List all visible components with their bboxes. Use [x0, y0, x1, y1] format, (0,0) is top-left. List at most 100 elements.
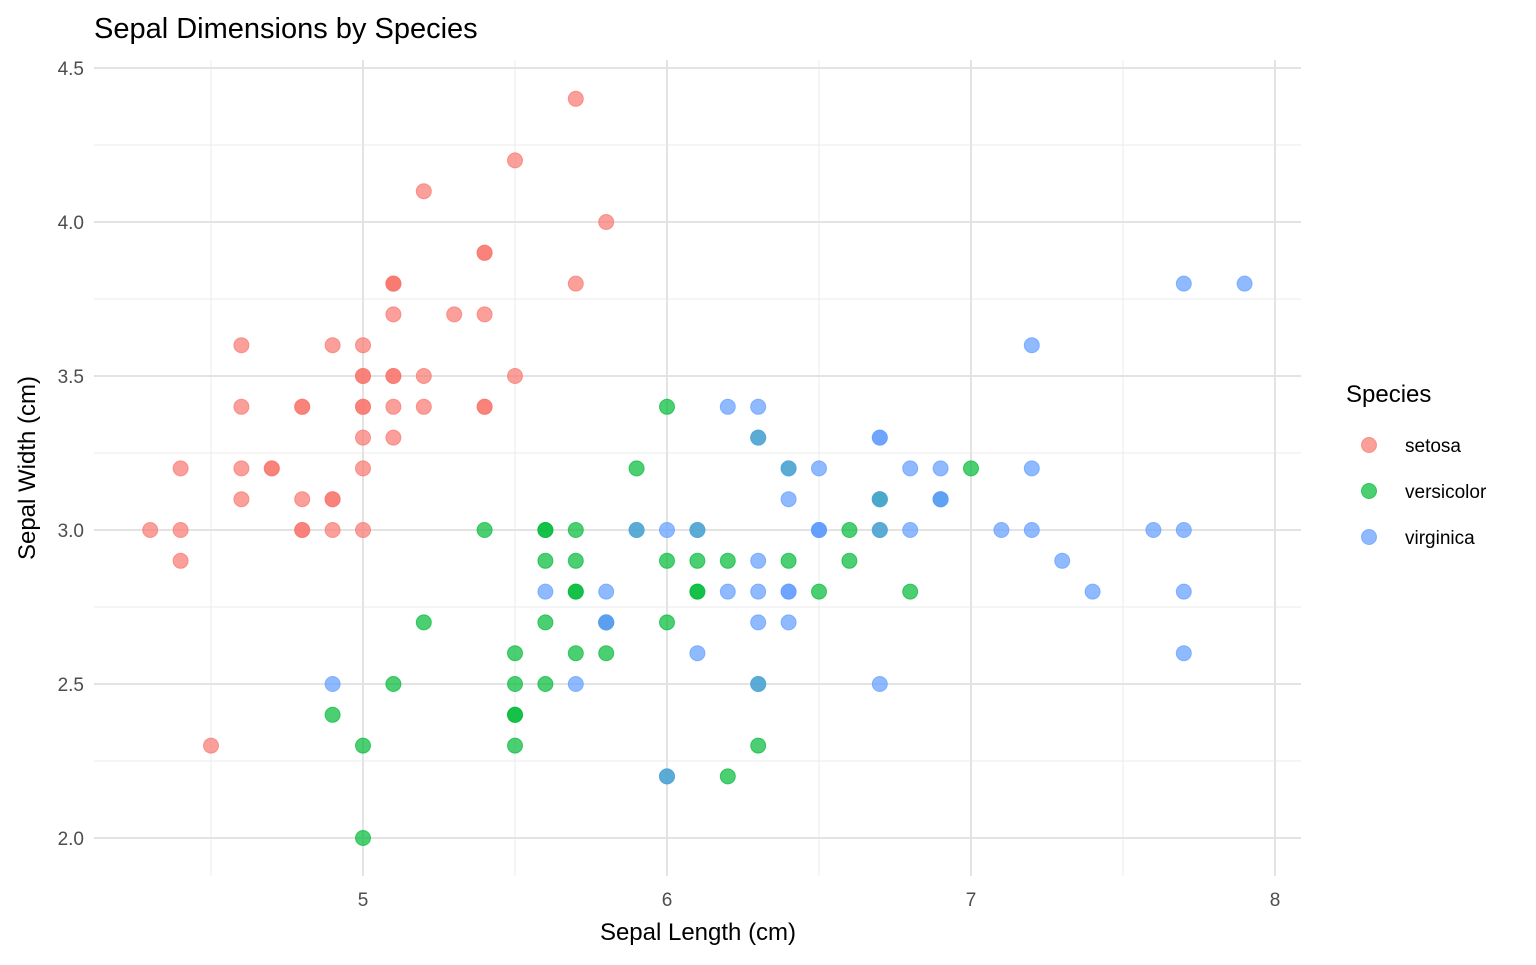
data-point-virginica	[811, 460, 827, 477]
y-tick-label: 2.0	[58, 829, 84, 850]
data-point-versicolor	[567, 645, 584, 662]
x-tick-label: 8	[1270, 890, 1281, 911]
data-point-versicolor	[324, 706, 341, 723]
legend-label-versicolor: versicolor	[1405, 482, 1487, 503]
data-point-virginica	[719, 583, 736, 600]
data-point-versicolor	[659, 614, 675, 631]
data-point-setosa	[142, 522, 159, 538]
data-point-virginica	[750, 676, 767, 692]
x-tick-label: 6	[662, 890, 673, 911]
data-point-versicolor	[719, 768, 736, 785]
data-point-setosa	[294, 398, 311, 415]
data-point-virginica	[993, 522, 1010, 538]
data-point-setosa	[507, 152, 523, 169]
data-point-virginica	[750, 552, 767, 569]
data-point-virginica	[537, 583, 554, 600]
data-point-versicolor	[567, 583, 584, 600]
x-tick-label: 7	[966, 890, 977, 911]
data-point-setosa	[172, 552, 189, 569]
legend: Species setosa versicolor virginica	[1346, 381, 1487, 549]
data-point-versicolor	[415, 614, 432, 631]
y-tick-label: 3.5	[58, 367, 84, 388]
data-point-virginica	[871, 491, 888, 508]
data-point-virginica	[780, 614, 797, 631]
data-point-virginica	[871, 522, 888, 538]
data-point-setosa	[263, 460, 280, 477]
data-point-virginica	[598, 614, 615, 631]
data-point-virginica	[628, 522, 645, 538]
data-point-setosa	[415, 183, 432, 200]
data-point-virginica	[1084, 583, 1101, 600]
data-point-virginica	[1236, 275, 1253, 292]
data-point-virginica	[750, 583, 767, 600]
data-point-virginica	[689, 645, 706, 662]
data-point-versicolor	[537, 522, 554, 538]
data-point-versicolor	[659, 398, 675, 415]
data-point-setosa	[476, 244, 493, 261]
data-point-virginica	[871, 429, 888, 446]
data-point-virginica	[719, 398, 736, 415]
data-point-setosa	[415, 398, 432, 415]
data-point-setosa	[233, 398, 250, 415]
data-point-setosa	[172, 522, 189, 538]
data-point-virginica	[750, 429, 767, 446]
data-point-versicolor	[537, 552, 554, 569]
data-point-virginica	[1175, 645, 1192, 662]
data-point-versicolor	[537, 676, 554, 692]
data-point-versicolor	[476, 522, 493, 538]
data-point-versicolor	[567, 522, 584, 538]
data-point-setosa	[294, 522, 311, 538]
data-point-versicolor	[811, 583, 827, 600]
data-point-versicolor	[567, 552, 584, 569]
y-axis-ticks: 2.0 2.5 3.0 3.5 4.0 4.5	[58, 59, 84, 850]
x-axis-label: Sepal Length (cm)	[600, 919, 796, 946]
x-axis-ticks: 5 6 7 8	[358, 890, 1281, 911]
y-axis-label: Sepal Width (cm)	[14, 376, 41, 560]
data-point-virginica	[902, 460, 919, 477]
data-point-setosa	[446, 306, 463, 323]
data-point-virginica	[1023, 522, 1040, 538]
data-point-setosa	[355, 522, 371, 538]
data-point-versicolor	[507, 645, 523, 662]
data-point-setosa	[567, 275, 584, 292]
data-point-versicolor	[385, 676, 402, 692]
y-tick-label: 4.5	[58, 59, 84, 80]
data-point-setosa	[476, 306, 493, 323]
data-point-setosa	[324, 337, 341, 354]
data-point-virginica	[750, 614, 767, 631]
data-point-versicolor	[537, 614, 554, 631]
data-point-versicolor	[902, 583, 919, 600]
data-point-virginica	[871, 676, 888, 692]
data-point-versicolor	[841, 552, 858, 569]
data-point-virginica	[1175, 275, 1192, 292]
y-tick-label: 4.0	[58, 213, 84, 234]
data-point-setosa	[385, 429, 402, 446]
data-point-versicolor	[719, 552, 736, 569]
data-point-versicolor	[598, 645, 615, 662]
data-points	[142, 90, 1253, 846]
data-point-virginica	[324, 676, 341, 692]
data-point-virginica	[598, 583, 615, 600]
chart-title: Sepal Dimensions by Species	[94, 13, 478, 45]
data-point-virginica	[659, 522, 675, 538]
data-point-setosa	[598, 214, 615, 230]
data-point-virginica	[780, 491, 797, 508]
data-point-virginica	[1175, 522, 1192, 538]
data-point-versicolor	[507, 737, 523, 754]
data-point-versicolor	[689, 583, 706, 600]
legend-title: Species	[1346, 381, 1431, 408]
data-point-virginica	[659, 768, 675, 785]
data-point-setosa	[567, 90, 584, 107]
grid-lines	[94, 60, 1301, 876]
legend-key-setosa	[1361, 437, 1377, 453]
data-point-setosa	[355, 460, 371, 477]
data-point-setosa	[172, 460, 189, 477]
data-point-setosa	[203, 737, 219, 754]
data-point-setosa	[355, 368, 371, 384]
data-point-versicolor	[841, 522, 858, 538]
legend-key-virginica	[1361, 529, 1377, 545]
legend-key-versicolor	[1361, 483, 1377, 499]
data-point-setosa	[355, 429, 371, 446]
data-point-setosa	[233, 491, 250, 508]
